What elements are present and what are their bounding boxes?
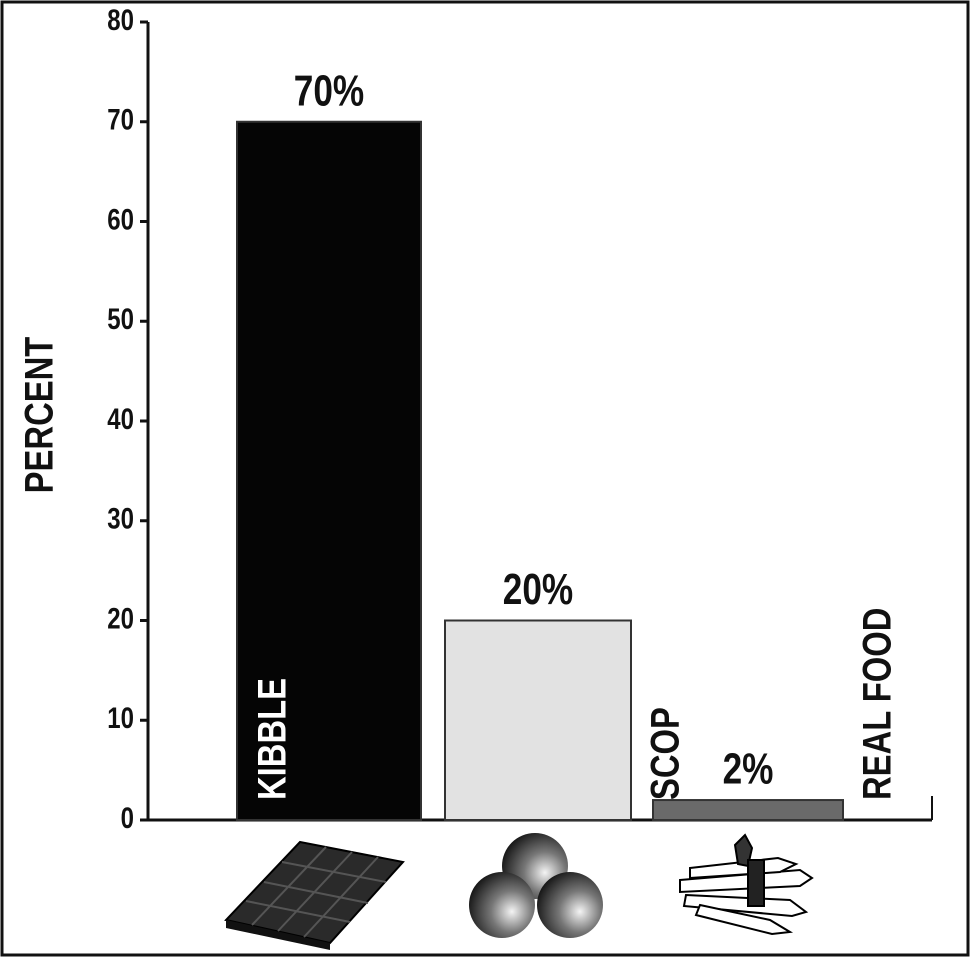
value-label: 20%	[503, 565, 573, 614]
bar	[652, 799, 844, 821]
y-tick-label: 20	[107, 601, 134, 635]
y-tick-label: 50	[107, 302, 134, 336]
y-tick-label: 60	[107, 202, 134, 236]
y-tick-label: 10	[107, 701, 134, 735]
bar	[236, 120, 422, 821]
icon-asparagus	[679, 833, 814, 936]
value-label: 70%	[294, 67, 364, 116]
y-axis-label: PERCENT	[16, 337, 61, 494]
y-tick-label: 80	[107, 2, 134, 36]
icon-scoops	[469, 833, 603, 938]
category-label: REAL FOOD	[854, 608, 899, 800]
category-label: SCOP	[642, 707, 687, 800]
y-tick-label: 70	[107, 102, 134, 136]
y-tick-label: 40	[107, 401, 134, 435]
bar	[444, 619, 632, 821]
value-label: 2%	[723, 745, 774, 794]
y-tick-label: 30	[107, 501, 134, 535]
category-label: KIBBLE	[249, 678, 294, 800]
icon-chocolate	[224, 840, 405, 950]
y-tick-label: 0	[121, 800, 134, 834]
